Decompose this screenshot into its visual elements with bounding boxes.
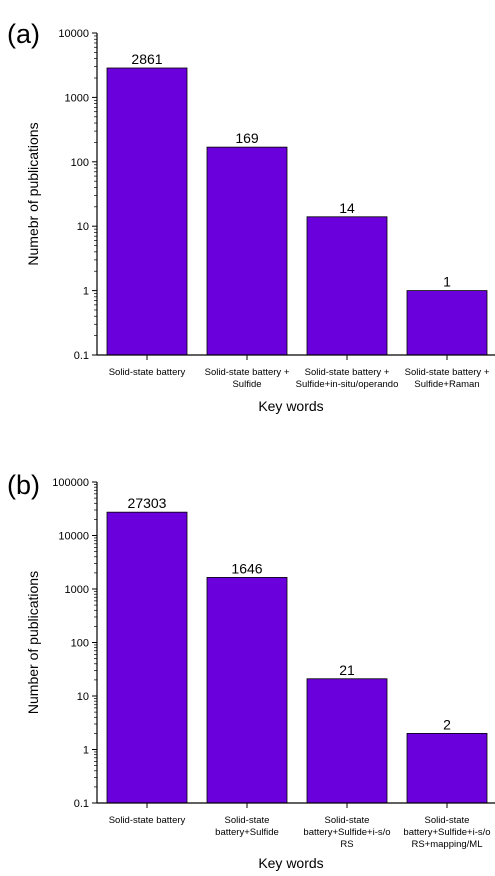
x-category-label: Solid-state battery+Sulfide+i-s/o RS — [303, 815, 390, 850]
bar — [206, 146, 288, 356]
y-tick-label: 10 — [77, 221, 89, 233]
x-category-label: Solid-state battery — [109, 815, 186, 826]
x-category-label: Solid-state battery+Sulfide — [215, 815, 279, 838]
bar — [206, 577, 288, 804]
data-label: 21 — [339, 662, 355, 678]
x-axis-title: Key words — [258, 855, 323, 871]
bar — [406, 290, 488, 356]
y-tick-label: 1 — [83, 286, 89, 298]
data-label: 27303 — [128, 495, 167, 511]
y-tick-label: 0.1 — [74, 350, 89, 362]
y-tick-label: 10 — [77, 691, 89, 703]
x-category-label: Solid-state battery — [109, 367, 186, 378]
y-tick-label: 1 — [83, 745, 89, 757]
panel-label-b: (b) — [7, 470, 40, 500]
bar — [406, 732, 488, 804]
x-category-label: Solid-state battery + Sulfide+Raman — [405, 367, 490, 390]
x-category-label: Solid-state battery + Sulfide+in-situ/ope… — [296, 367, 399, 390]
panel-label-a: (a) — [7, 19, 40, 49]
y-axis-title: Number of publications — [25, 571, 41, 714]
data-label: 14 — [339, 200, 355, 216]
y-tick-label: 100000 — [52, 477, 89, 489]
bar — [306, 216, 388, 356]
data-label: 2 — [443, 716, 451, 732]
data-label: 169 — [235, 130, 259, 146]
y-tick-label: 0.1 — [74, 798, 89, 810]
x-axis-title: Key words — [258, 398, 323, 414]
y-tick-label: 1000 — [65, 584, 89, 596]
x-category-label: Solid-state battery + Sulfide — [205, 367, 290, 390]
y-tick-label: 100 — [71, 157, 89, 169]
x-category-label: Solid-state battery+Sulfide+i-s/o RS+mappi… — [403, 815, 490, 850]
y-tick-label: 1000 — [65, 92, 89, 104]
y-axis-title: Numebr of publications — [25, 122, 41, 265]
chart-panel-b: (b) 27303 1646 21 2 0.1 1 10 100 1000 10000 100000 S… — [7, 470, 495, 871]
bar — [106, 67, 188, 356]
bar — [306, 678, 388, 804]
data-label: 1646 — [231, 560, 262, 576]
bar — [106, 511, 188, 804]
y-tick-label: 10000 — [58, 28, 89, 40]
y-tick-label: 100 — [71, 638, 89, 650]
chart-panel-a: (a) 2861 169 14 1 0.1 1 10 100 1000 10000 Solid-sta… — [7, 19, 495, 414]
y-tick-label: 10000 — [58, 531, 89, 543]
data-label: 2861 — [131, 51, 162, 67]
data-label: 1 — [443, 274, 451, 290]
